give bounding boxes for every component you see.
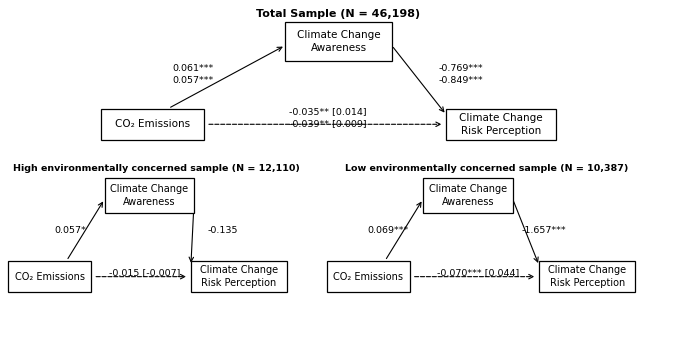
FancyBboxPatch shape xyxy=(102,108,204,140)
Text: Climate Change
Risk Perception: Climate Change Risk Perception xyxy=(200,265,278,288)
FancyBboxPatch shape xyxy=(423,178,512,213)
Text: -0.035** [0.014]
-0.039** [0.009]: -0.035** [0.014] -0.039** [0.009] xyxy=(289,107,367,128)
Text: Climate Change
Awareness: Climate Change Awareness xyxy=(110,184,188,207)
FancyBboxPatch shape xyxy=(105,178,194,213)
Text: -0.070*** [0.044]: -0.070*** [0.044] xyxy=(437,268,519,277)
Text: -0.015 [-0.007]: -0.015 [-0.007] xyxy=(109,268,181,277)
Text: Total Sample (⁠N⁠ = 46,198): Total Sample (⁠N⁠ = 46,198) xyxy=(257,9,420,19)
Text: Climate Change
Risk Perception: Climate Change Risk Perception xyxy=(548,265,626,288)
Text: Climate Change
Awareness: Climate Change Awareness xyxy=(429,184,507,207)
Text: -1.657***: -1.657*** xyxy=(522,226,567,235)
Text: 0.069***: 0.069*** xyxy=(368,226,409,235)
Text: CO₂ Emissions: CO₂ Emissions xyxy=(115,119,190,129)
FancyBboxPatch shape xyxy=(286,22,391,61)
Text: Climate Change
Risk Perception: Climate Change Risk Perception xyxy=(459,113,543,136)
Text: Climate Change
Awareness: Climate Change Awareness xyxy=(297,30,380,53)
FancyBboxPatch shape xyxy=(539,261,636,292)
Text: -0.769***
-0.849***: -0.769*** -0.849*** xyxy=(439,64,483,85)
Text: 0.061***
0.057***: 0.061*** 0.057*** xyxy=(172,64,213,85)
Text: 0.057*: 0.057* xyxy=(54,226,86,235)
Text: High environmentally concerned sample (⁠N⁠ = 12,110): High environmentally concerned sample (⁠… xyxy=(14,164,301,173)
Text: CO₂ Emissions: CO₂ Emissions xyxy=(15,272,85,282)
FancyBboxPatch shape xyxy=(8,261,91,292)
FancyBboxPatch shape xyxy=(446,108,556,140)
Text: CO₂ Emissions: CO₂ Emissions xyxy=(333,272,403,282)
Text: -0.135: -0.135 xyxy=(207,226,238,235)
FancyBboxPatch shape xyxy=(327,261,410,292)
Text: Low environmentally concerned sample (⁠N⁠ = 10,387): Low environmentally concerned sample (⁠N… xyxy=(345,164,628,173)
FancyBboxPatch shape xyxy=(191,261,287,292)
